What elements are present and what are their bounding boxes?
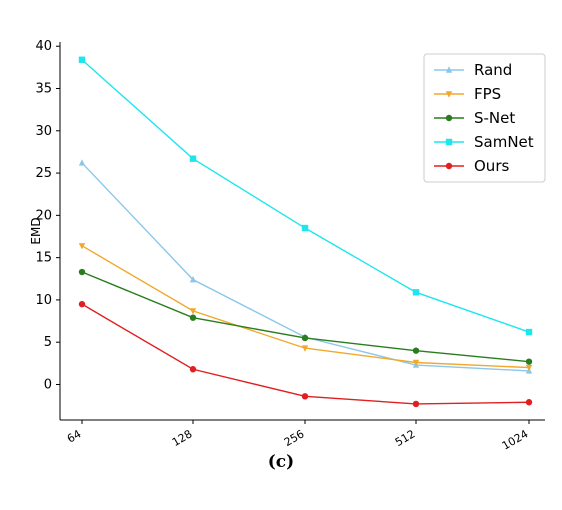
legend-label: SamNet: [474, 133, 534, 151]
x-tick-label: 512: [393, 427, 418, 449]
data-point: [301, 393, 309, 400]
data-point: [78, 159, 86, 166]
data-point: [445, 162, 453, 170]
y-tick-label: 25: [35, 166, 52, 181]
data-point: [412, 289, 420, 296]
legend-entry: FPS: [434, 85, 501, 103]
x-tick-label: 256: [282, 427, 307, 449]
series-fps: [78, 243, 533, 372]
data-point: [301, 345, 309, 352]
legend-label: Rand: [474, 61, 512, 79]
legend-label: FPS: [474, 85, 501, 103]
legend-entry: Rand: [434, 61, 512, 79]
data-point: [189, 155, 197, 162]
legend-entry: S-Net: [434, 109, 515, 127]
data-point: [412, 347, 420, 354]
data-point: [445, 114, 453, 122]
data-point: [412, 400, 420, 408]
y-tick-label: 35: [35, 82, 52, 97]
x-tick-label: 64: [65, 427, 84, 445]
data-point: [189, 366, 197, 373]
data-point: [78, 243, 86, 250]
data-point: [525, 364, 533, 372]
y-tick-label: 0: [44, 377, 52, 392]
legend-label: S-Net: [474, 109, 515, 127]
y-tick-label: 40: [35, 39, 52, 54]
data-point: [445, 91, 453, 98]
data-point: [78, 56, 86, 63]
series-s-net: [78, 268, 533, 365]
data-point: [301, 334, 309, 342]
series-line: [81, 303, 530, 405]
legend: Rand FPS S-Net SamNet Ours: [423, 53, 546, 183]
data-point: [78, 268, 86, 276]
legend-label: Ours: [474, 157, 509, 175]
series-ours: [78, 300, 533, 408]
y-tick-label: 15: [35, 251, 52, 266]
data-point: [78, 300, 86, 308]
y-axis-label: EMD: [29, 217, 43, 244]
data-point: [445, 66, 453, 73]
legend-box: [423, 53, 546, 183]
figure-caption: (c): [267, 452, 295, 472]
data-point: [189, 275, 197, 283]
legend-entry: Ours: [434, 157, 509, 175]
data-point: [301, 224, 309, 232]
data-point: [525, 358, 533, 365]
data-point: [525, 328, 533, 336]
series-samnet: [78, 56, 533, 336]
y-tick-label: 5: [44, 335, 52, 350]
series-layer: [78, 56, 533, 408]
legend-entry: SamNet: [434, 133, 534, 151]
x-tick-label: 128: [170, 427, 195, 449]
y-tick-label: 20: [35, 208, 52, 223]
data-point: [189, 314, 197, 321]
y-tick-label: 10: [35, 293, 52, 308]
data-point: [525, 399, 533, 406]
x-tick-label: 1024: [500, 427, 531, 452]
data-point: [445, 138, 453, 146]
data-point: [189, 308, 197, 315]
y-tick-label: 30: [35, 124, 52, 139]
data-point: [412, 359, 420, 367]
